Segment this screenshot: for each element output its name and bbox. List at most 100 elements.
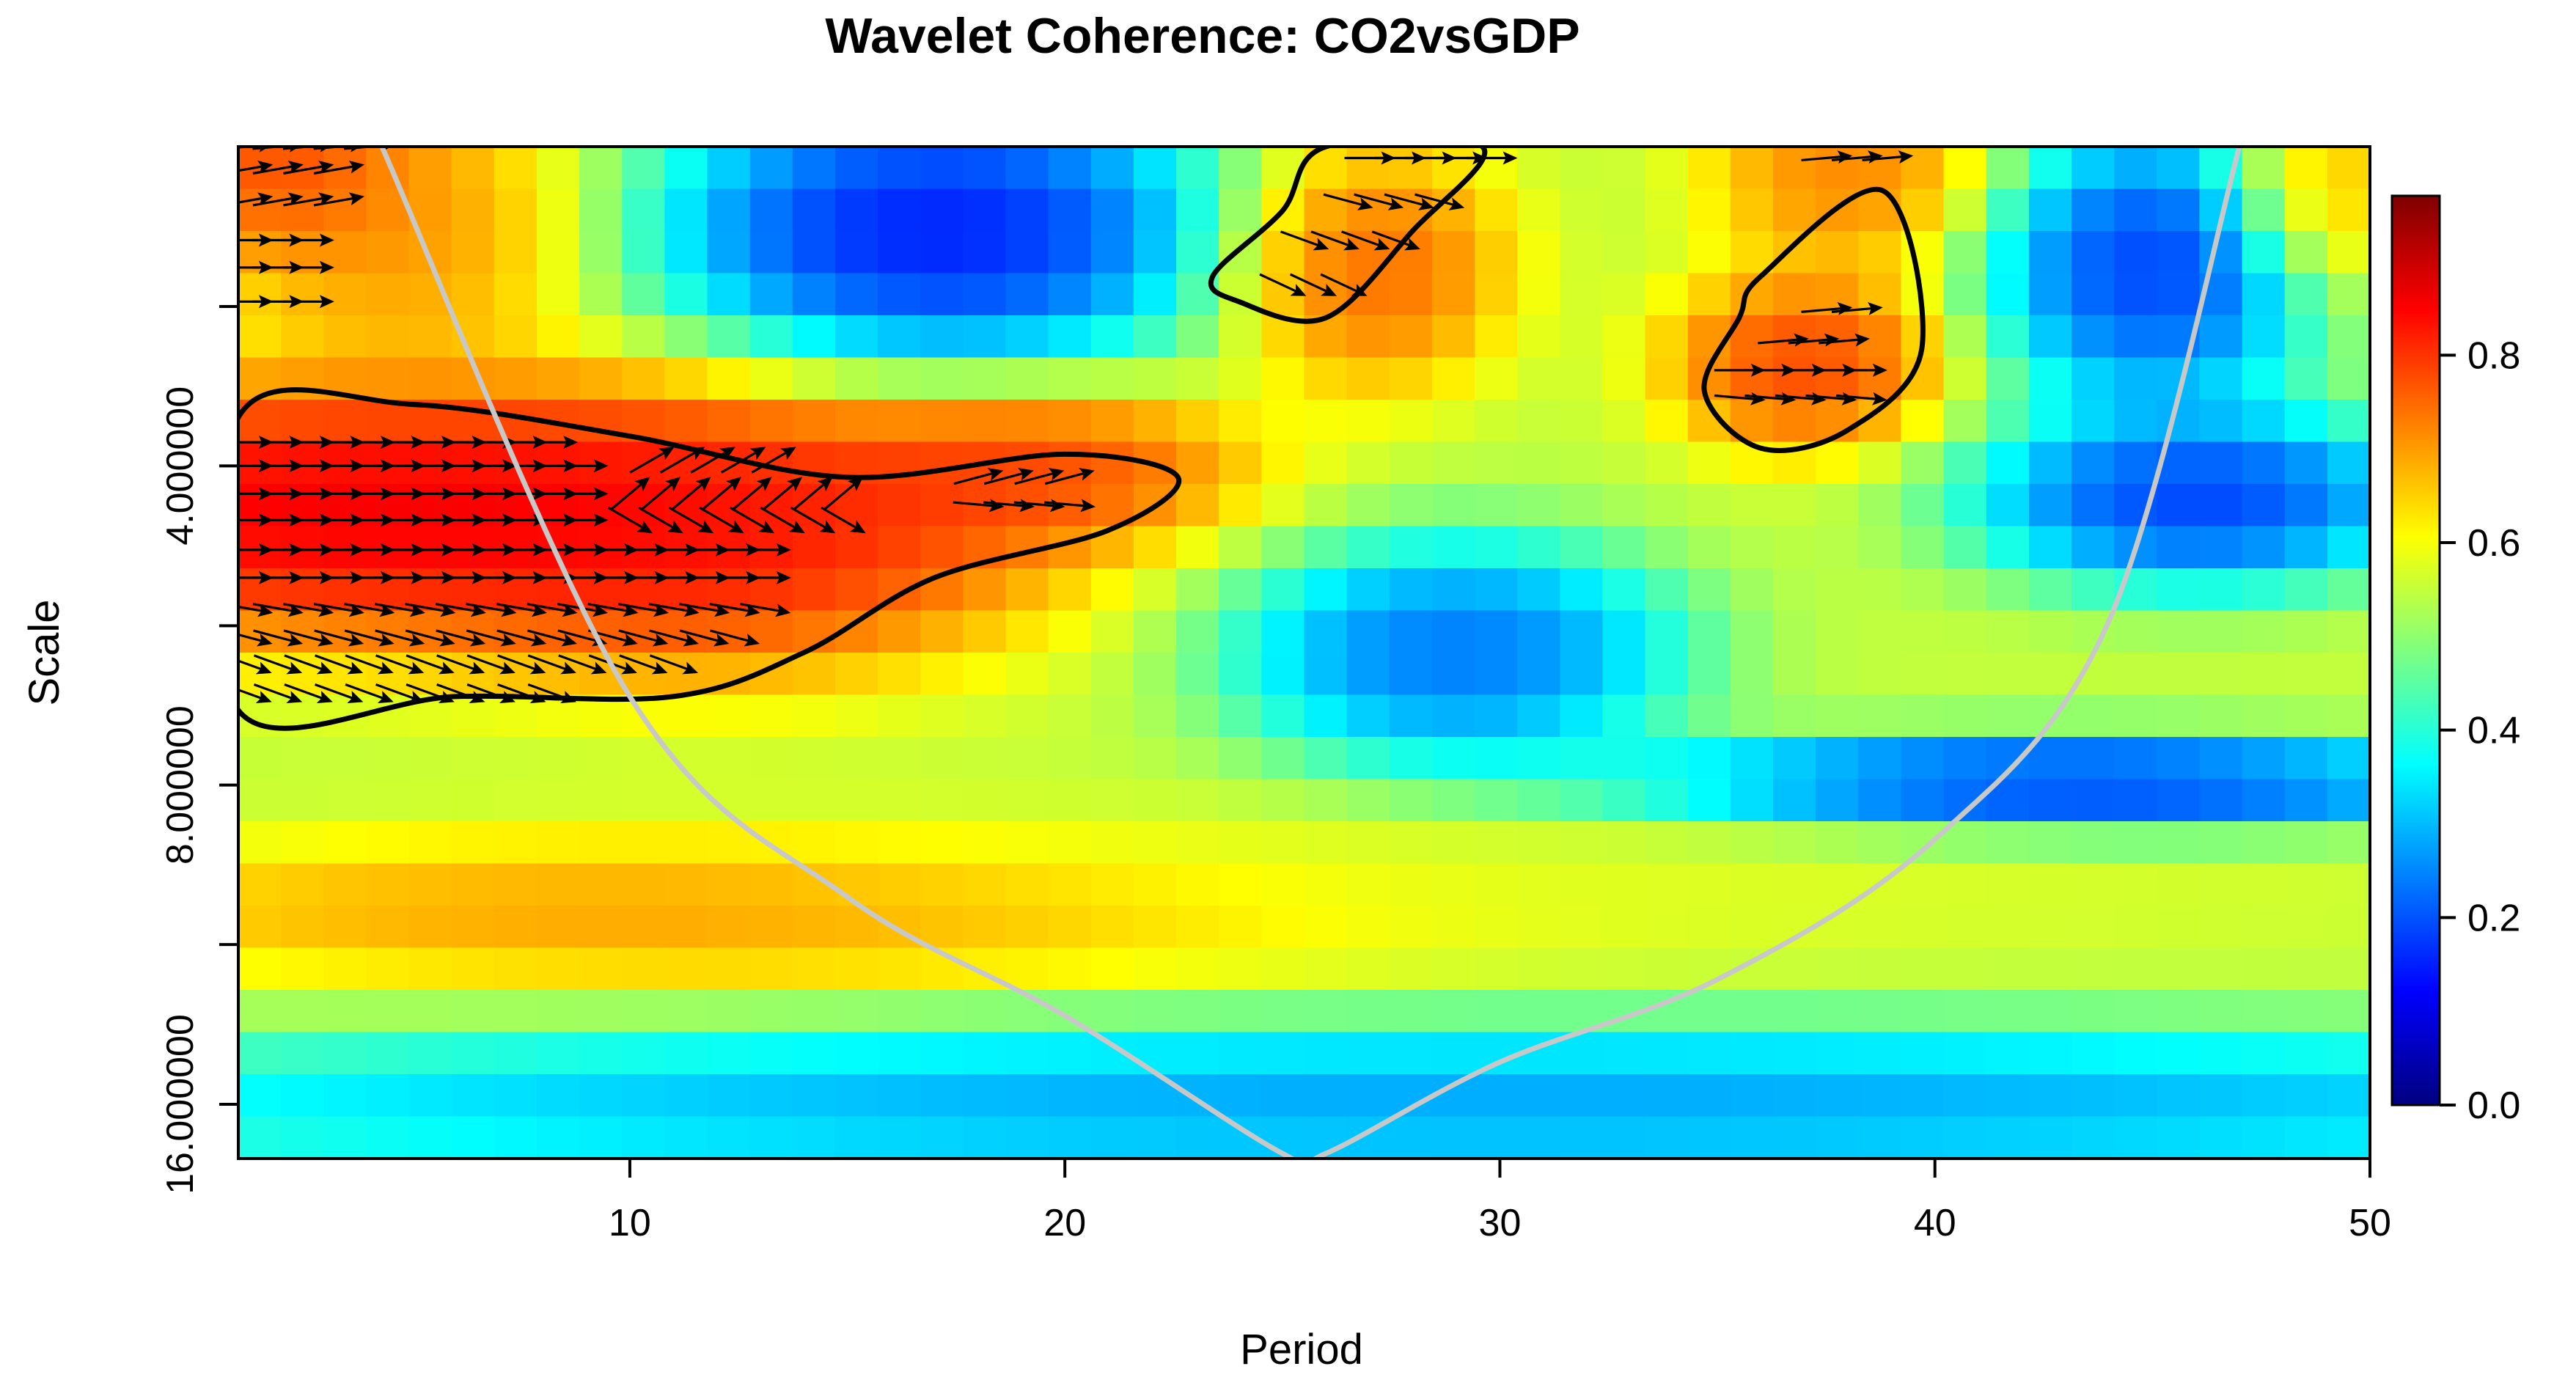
heatmap-cell <box>1048 400 1092 443</box>
heatmap-cell <box>1602 863 1646 906</box>
heatmap-cell <box>2114 821 2158 865</box>
heatmap-cell <box>1005 231 1049 274</box>
heatmap-cell <box>1901 441 1945 485</box>
heatmap-cell <box>1773 947 1816 991</box>
heatmap-cell <box>1730 1074 1774 1117</box>
heatmap-cell <box>707 273 751 316</box>
heatmap-cell <box>1943 273 1987 316</box>
heatmap-cell <box>1773 863 1816 906</box>
heatmap-cell <box>1602 653 1646 696</box>
heatmap-cell <box>1560 568 1604 612</box>
heatmap-cell <box>1261 400 1305 443</box>
heatmap-cell <box>579 231 623 274</box>
heatmap-cell <box>1858 610 1902 653</box>
heatmap-cell <box>1645 147 1689 190</box>
heatmap-cell <box>1645 1116 1689 1159</box>
heatmap-cell <box>835 568 878 612</box>
heatmap-cell <box>1346 1074 1390 1117</box>
phase-arrow <box>436 683 485 704</box>
heatmap-cell <box>835 821 878 865</box>
heatmap-cell <box>323 526 367 569</box>
heatmap-cell <box>579 357 623 400</box>
heatmap-cell <box>664 947 708 991</box>
heatmap-cell <box>2157 610 2201 653</box>
heatmap-cell <box>1986 1116 2030 1159</box>
heatmap-cell <box>451 147 495 190</box>
heatmap-cell <box>1560 779 1604 822</box>
phase-arrow <box>762 477 803 511</box>
heatmap-cell <box>1133 653 1177 696</box>
heatmap-cell <box>1346 906 1390 949</box>
heatmap-cell <box>2072 357 2115 400</box>
heatmap-cell <box>749 568 793 612</box>
heatmap-cell <box>1431 779 1475 822</box>
phase-arrow <box>1044 468 1095 485</box>
heatmap-cell <box>1389 147 1433 190</box>
heatmap-cell <box>2199 694 2243 738</box>
phase-arrow <box>405 603 456 617</box>
colorbar-tick-label: 0.4 <box>2467 710 2520 752</box>
phase-arrow <box>253 683 303 704</box>
heatmap-cell <box>963 231 1007 274</box>
heatmap-cell <box>1475 273 1518 316</box>
heatmap-cell <box>1389 821 1433 865</box>
heatmap-cell <box>281 821 324 865</box>
phase-arrow <box>252 192 304 207</box>
heatmap-cell <box>2284 568 2328 612</box>
heatmap-cell <box>408 947 452 991</box>
heatmap-cell <box>2114 990 2158 1033</box>
phase-arrow <box>526 603 578 617</box>
heatmap-cell <box>1560 526 1604 569</box>
heatmap-cell <box>1005 188 1049 232</box>
heatmap-cell <box>2242 357 2286 400</box>
heatmap-cell <box>281 188 324 232</box>
heatmap-cell <box>1858 568 1902 612</box>
heatmap-cell <box>1986 315 2030 359</box>
heatmap-cell <box>493 1074 537 1117</box>
heatmap-cell <box>1133 188 1177 232</box>
phase-arrow <box>1354 193 1404 210</box>
heatmap-cell <box>2028 1074 2072 1117</box>
heatmap-cell <box>1475 906 1518 949</box>
phase-arrow <box>1323 193 1373 210</box>
heatmap-cell <box>1560 653 1604 696</box>
heatmap-cell <box>1687 610 1731 653</box>
heatmap-cell <box>2072 400 2115 443</box>
heatmap-cell <box>1475 231 1518 274</box>
heatmap-cell <box>963 737 1007 780</box>
heatmap-cell <box>493 231 537 274</box>
heatmap-cell <box>366 779 410 822</box>
heatmap-cell <box>238 1032 282 1075</box>
heatmap-cell <box>1261 737 1305 780</box>
heatmap-cell <box>835 1074 878 1117</box>
heatmap-cell <box>2199 357 2243 400</box>
heatmap-cell <box>1090 653 1134 696</box>
heatmap-cell <box>1090 947 1134 991</box>
heatmap-cell <box>1005 947 1049 991</box>
heatmap-cell <box>707 1032 751 1075</box>
significance-contour <box>238 387 1182 731</box>
phase-arrow <box>729 506 775 534</box>
heatmap-cell <box>749 526 793 569</box>
heatmap-cell <box>1858 441 1902 485</box>
phase-arrow <box>375 683 425 704</box>
heatmap-cell <box>281 315 324 359</box>
heatmap-cell <box>920 231 964 274</box>
heatmap-cell <box>963 821 1007 865</box>
phase-arrow <box>526 436 579 449</box>
heatmap-cell <box>2114 147 2158 190</box>
heatmap-cell <box>1986 147 2030 190</box>
heatmap-cell <box>1133 147 1177 190</box>
heatmap-cell <box>2284 694 2328 738</box>
phase-arrow <box>313 160 364 175</box>
heatmap-cell <box>451 863 495 906</box>
heatmap-cell <box>1133 1116 1177 1159</box>
heatmap-cell <box>1304 568 1348 612</box>
heatmap-cell <box>1346 990 1390 1033</box>
heatmap-cell <box>622 737 666 780</box>
heatmap-cell <box>2327 231 2370 274</box>
heatmap-cell <box>1431 1116 1475 1159</box>
heatmap-cell <box>493 863 537 906</box>
heatmap-cell <box>1943 863 1987 906</box>
phase-arrow <box>313 192 364 207</box>
